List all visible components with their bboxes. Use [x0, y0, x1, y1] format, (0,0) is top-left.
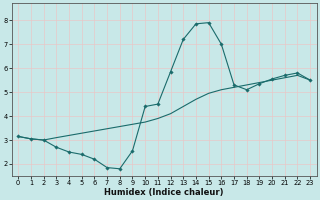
X-axis label: Humidex (Indice chaleur): Humidex (Indice chaleur): [104, 188, 224, 197]
